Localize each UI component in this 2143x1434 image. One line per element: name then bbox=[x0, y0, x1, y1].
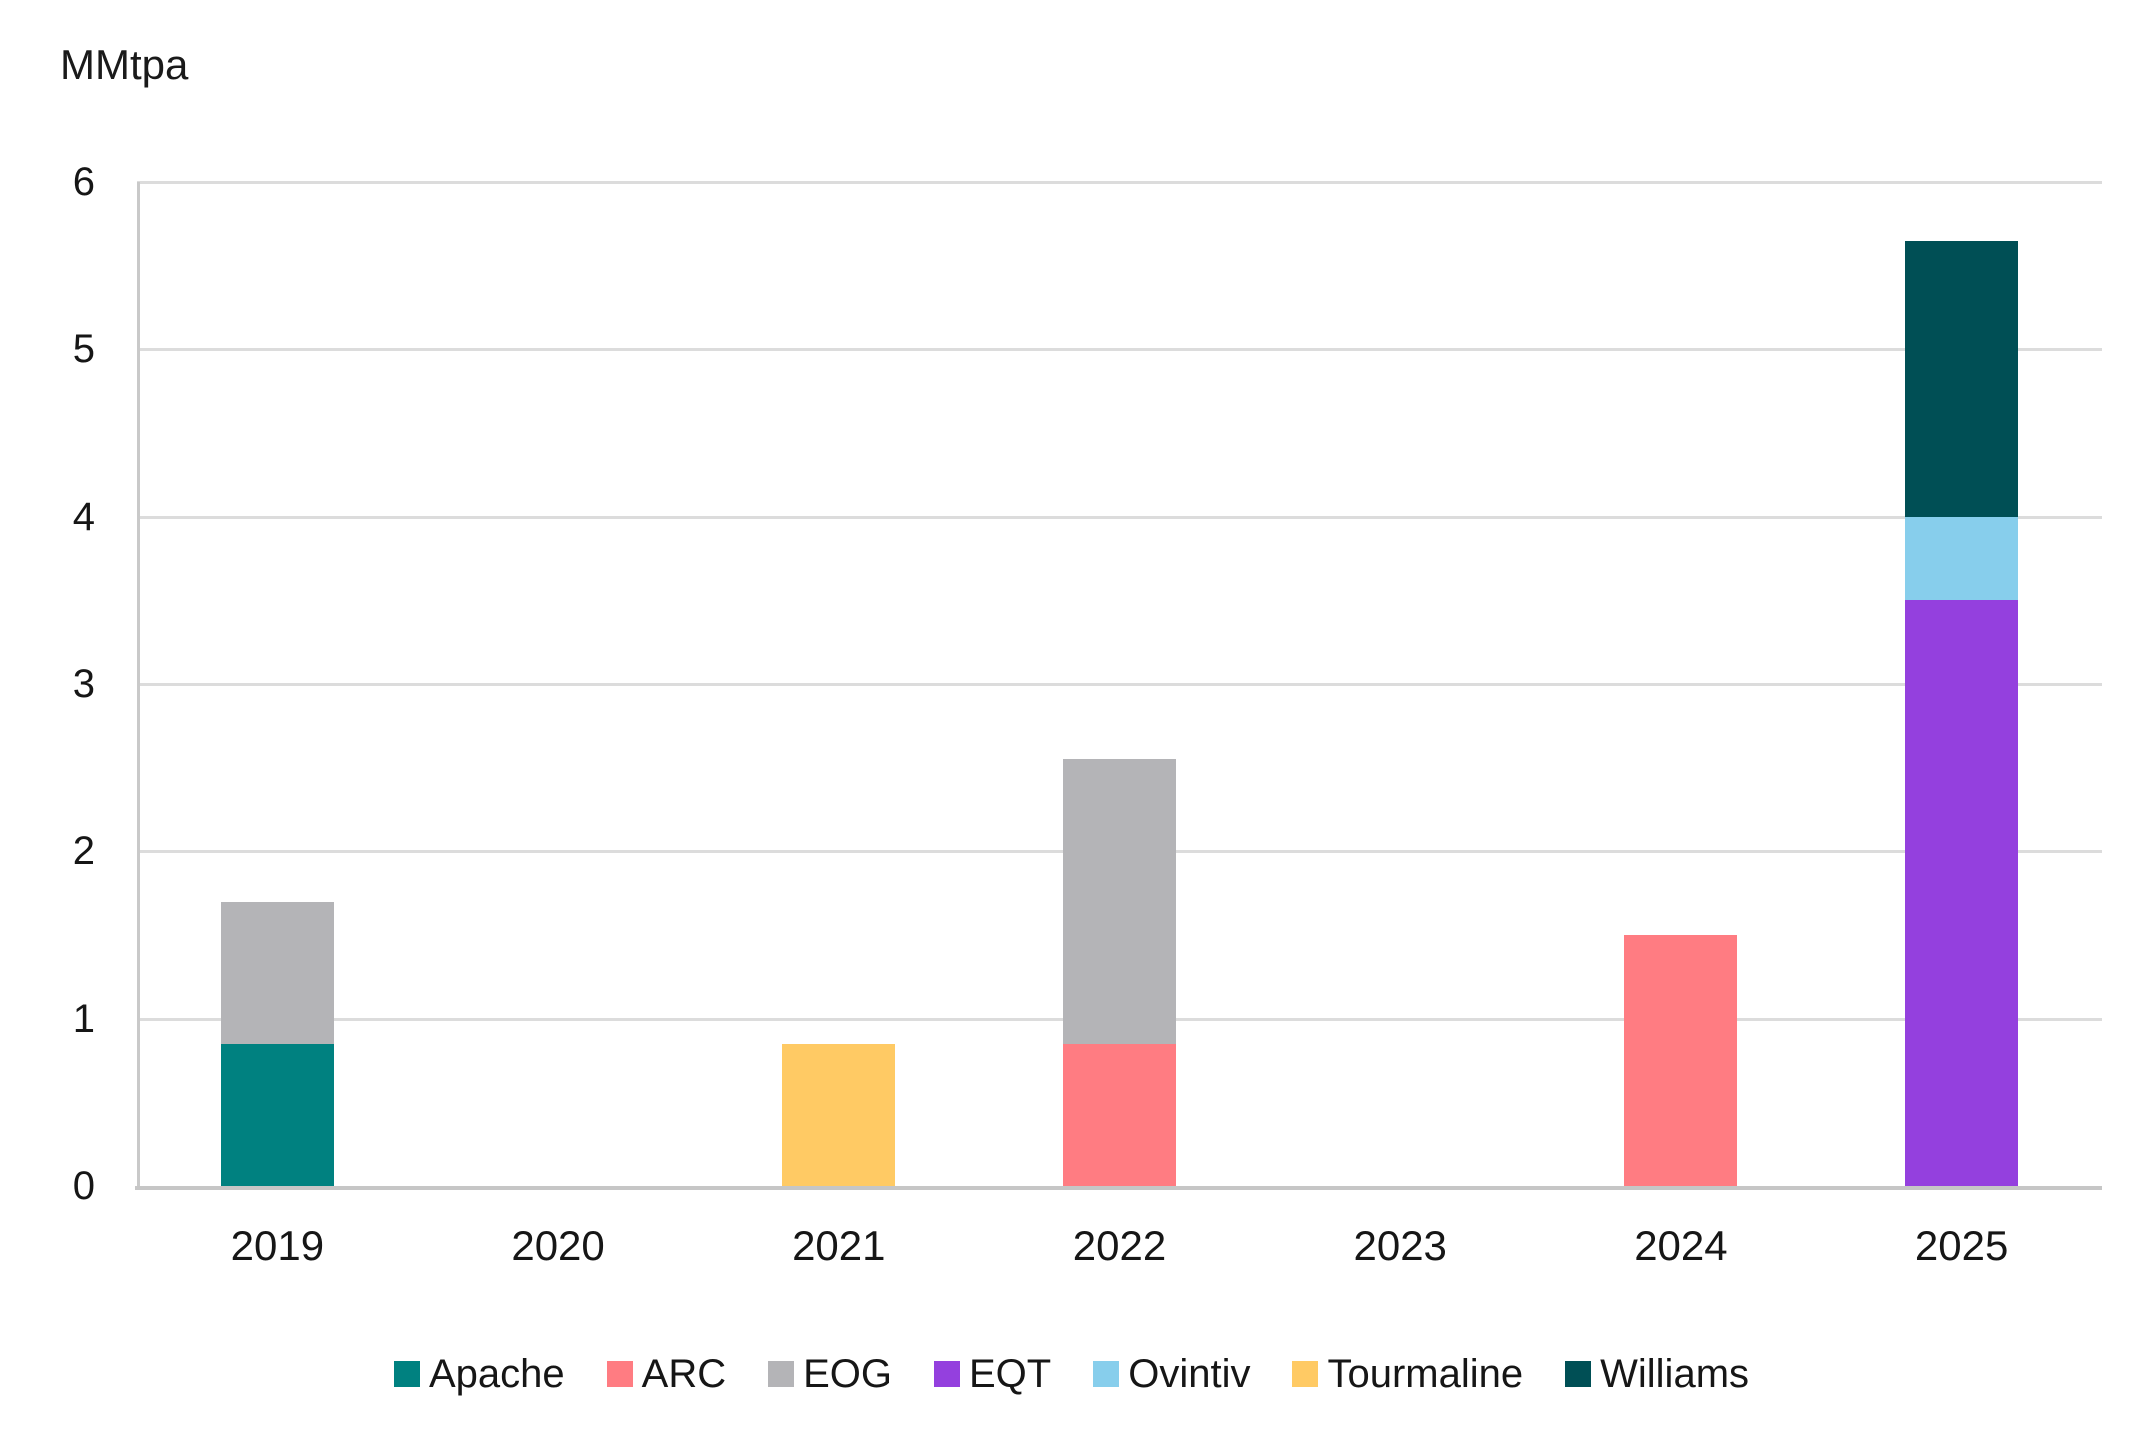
y-tick-label-2: 2 bbox=[72, 829, 95, 874]
legend-swatch-williams bbox=[1565, 1361, 1592, 1387]
legend-label: EQT bbox=[969, 1352, 1052, 1396]
y-tick-label-5: 5 bbox=[72, 327, 95, 372]
legend-swatch-tourmaline bbox=[1292, 1361, 1319, 1387]
bar-2025-williams[interactable] bbox=[1905, 240, 2019, 517]
bar-2025-ovintiv[interactable] bbox=[1905, 516, 2019, 601]
legend-item-williams[interactable]: Williams bbox=[1565, 1354, 1749, 1394]
x-tick-label-2024: 2024 bbox=[1634, 1222, 1728, 1269]
legend-label: Tourmaline bbox=[1327, 1352, 1524, 1396]
bar-2021-tourmaline[interactable] bbox=[782, 1043, 896, 1186]
legend-label: ARC bbox=[641, 1352, 727, 1396]
y-tick-label-6: 6 bbox=[72, 160, 95, 204]
bar-2025-eqt[interactable] bbox=[1905, 600, 2019, 1186]
gridline-y-3 bbox=[137, 683, 2102, 686]
x-tick-label-2023: 2023 bbox=[1353, 1222, 1447, 1269]
x-tick-label-2022: 2022 bbox=[1072, 1222, 1167, 1269]
legend-label: Williams bbox=[1600, 1352, 1750, 1396]
legend-item-arc[interactable]: ARC bbox=[606, 1352, 727, 1396]
legend-swatch-ovintiv bbox=[1093, 1361, 1120, 1387]
legend-item-apache[interactable]: Apache bbox=[393, 1352, 565, 1396]
legend-item-eog[interactable]: EOG bbox=[768, 1354, 892, 1394]
bar-2022-eog[interactable] bbox=[1063, 759, 1176, 1044]
legend-label: Ovintiv bbox=[1128, 1352, 1251, 1396]
x-axis-line bbox=[135, 1186, 2102, 1190]
gridline-y-6 bbox=[137, 181, 2102, 184]
x-tick-label-2020: 2020 bbox=[511, 1222, 605, 1269]
bar-2019-eog[interactable] bbox=[220, 901, 334, 1044]
gridline-y-4 bbox=[137, 515, 2102, 519]
y-tick-label-4: 4 bbox=[72, 494, 95, 539]
legend-swatch-apache bbox=[393, 1361, 420, 1387]
bar-2024-arc[interactable] bbox=[1624, 935, 1738, 1186]
chart-legend: Apache ARC EOG EQT Ovintiv Tourmaline Williams bbox=[0, 1348, 2143, 1400]
y-tick-label-0: 0 bbox=[72, 1164, 95, 1208]
legend-label: EOG bbox=[803, 1352, 892, 1396]
legend-item-tourmaline[interactable]: Tourmaline bbox=[1292, 1354, 1523, 1394]
legend-item-eqt[interactable]: EQT bbox=[934, 1354, 1051, 1394]
x-tick-label-2025: 2025 bbox=[1914, 1222, 2009, 1269]
legend-swatch-eog bbox=[768, 1361, 795, 1387]
y-axis-unit-label: MMtpa bbox=[60, 41, 189, 88]
bar-2022-arc[interactable] bbox=[1063, 1043, 1176, 1186]
legend-label: Apache bbox=[428, 1352, 565, 1396]
y-axis-line bbox=[137, 182, 140, 1190]
legend-swatch-eqt bbox=[934, 1361, 960, 1387]
x-tick-label-2019: 2019 bbox=[230, 1222, 325, 1269]
y-tick-label-1: 1 bbox=[72, 996, 95, 1041]
y-tick-label-3: 3 bbox=[72, 662, 95, 706]
x-tick-label-2021: 2021 bbox=[792, 1222, 886, 1269]
gridline-y-5 bbox=[137, 348, 2102, 352]
bar-2019-apache[interactable] bbox=[220, 1043, 334, 1186]
legend-swatch-arc bbox=[606, 1361, 633, 1387]
legend-item-ovintiv[interactable]: Ovintiv bbox=[1093, 1354, 1250, 1394]
